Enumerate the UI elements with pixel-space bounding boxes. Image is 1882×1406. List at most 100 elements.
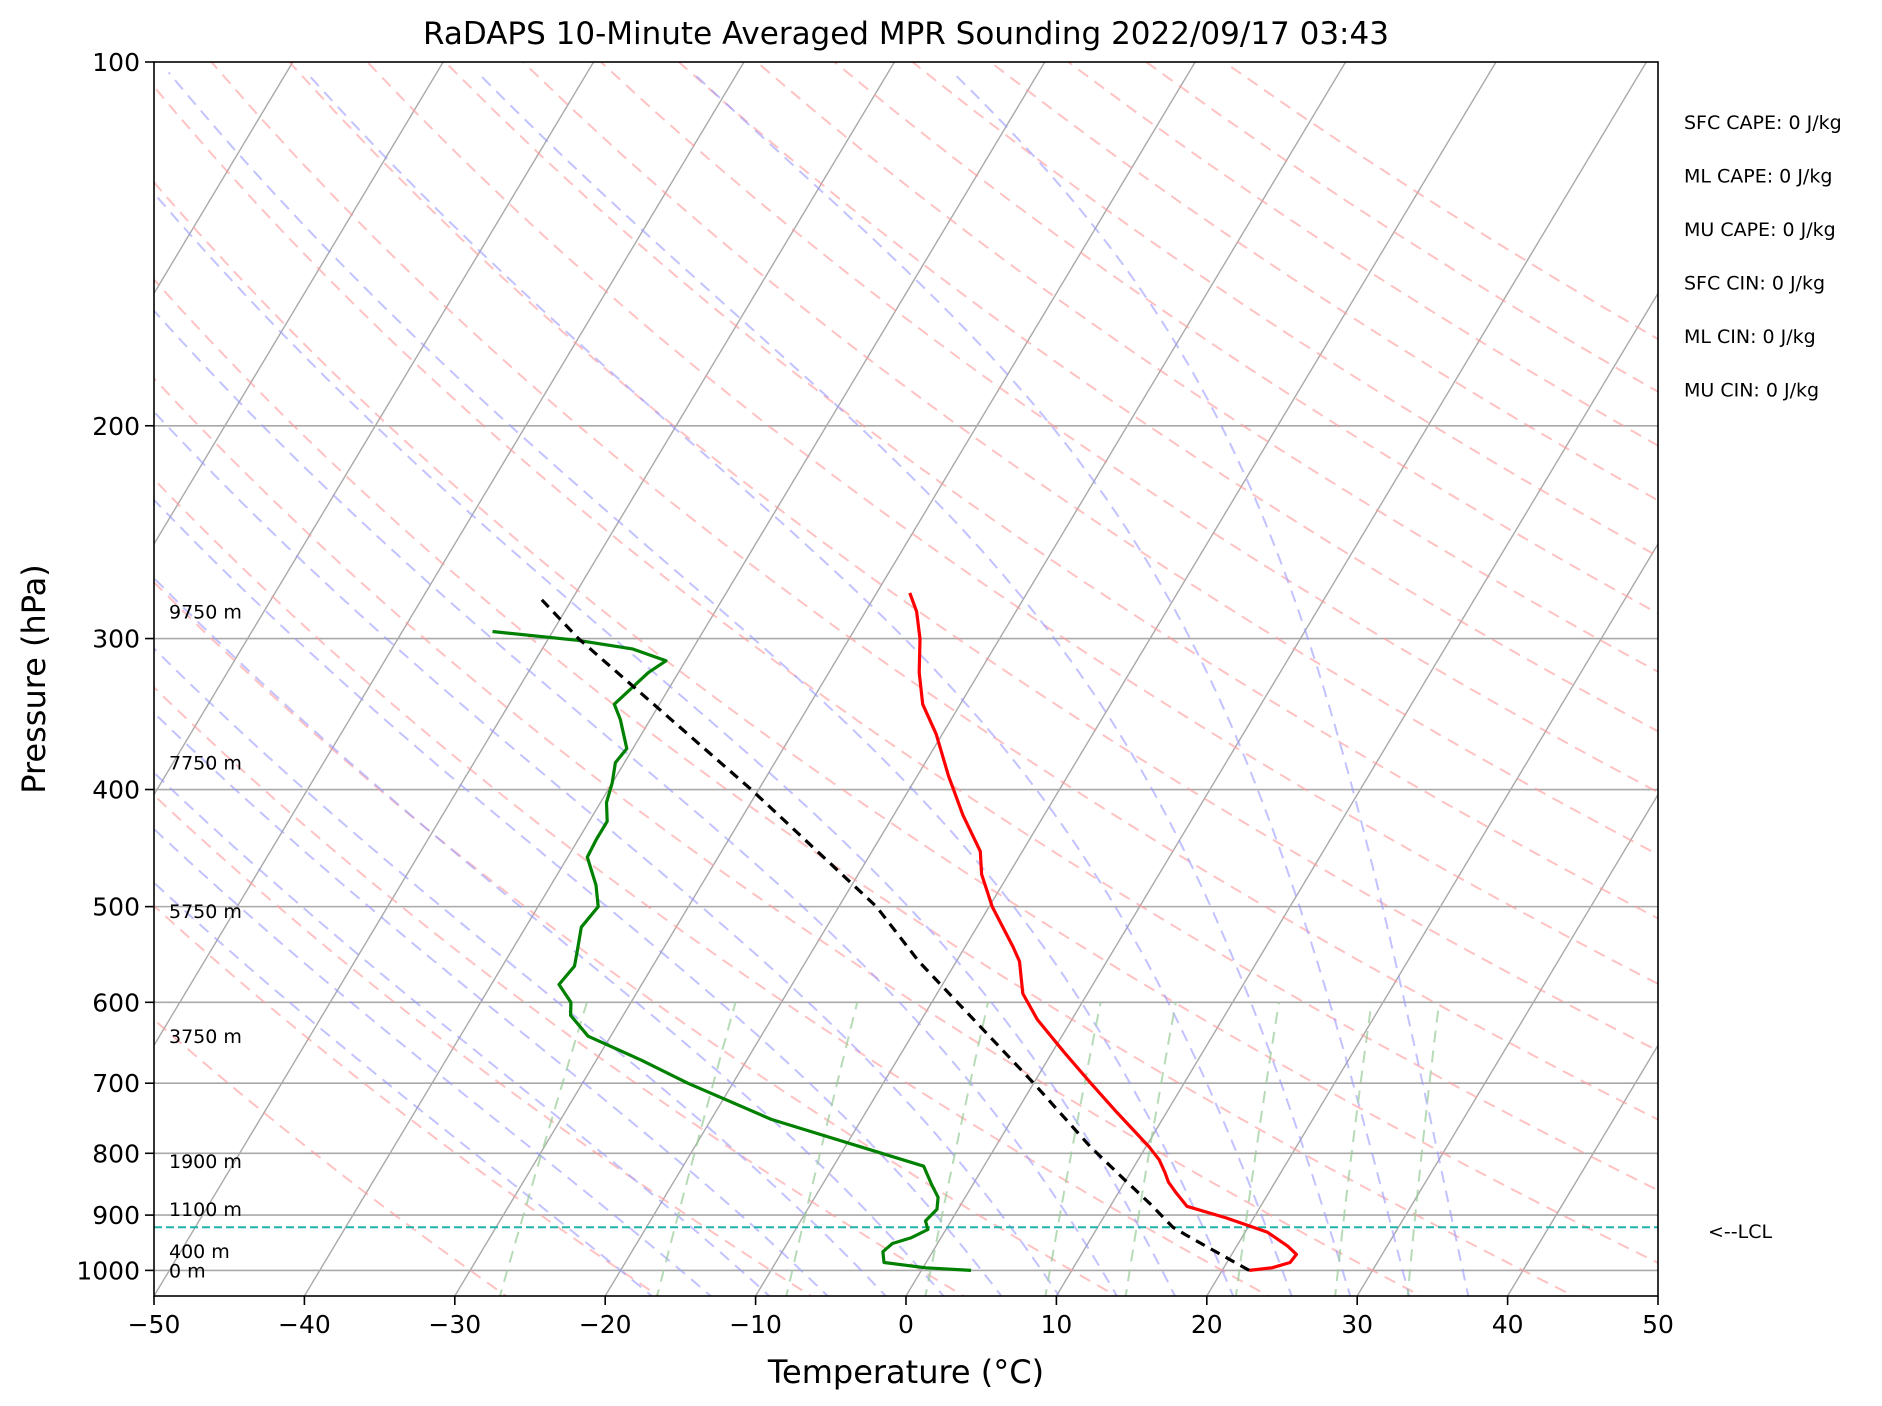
- y-tick-label: 1000: [76, 1256, 140, 1285]
- height-label: 5750 m: [169, 901, 242, 923]
- y-tick-label: 200: [92, 412, 140, 441]
- moist-adiabat-line: [154, 498, 1003, 1296]
- dry-adiabat-line: [154, 85, 1658, 1192]
- background-lines: [154, 62, 1882, 1296]
- stability-index-label: SFC CIN: 0 J/kg: [1684, 273, 1825, 295]
- mixing-ratio-line: [498, 1002, 588, 1296]
- isotherm-line: [1055, 291, 1658, 1296]
- dry-adiabat-line: [154, 376, 1424, 1296]
- moist-adiabat-line: [154, 576, 945, 1296]
- x-tick-label: 10: [1040, 1310, 1072, 1339]
- dry-adiabat-line: [522, 62, 1658, 856]
- y-tick-label: 700: [92, 1069, 140, 1098]
- y-tick-label: 900: [92, 1201, 140, 1230]
- dry-adiabat-line: [1145, 62, 1658, 393]
- moist-adiabat-line: [167, 71, 1235, 1296]
- lcl-label: <--LCL: [1708, 1221, 1772, 1243]
- isotherm-line: [1657, 1294, 1658, 1296]
- isotherm-line: [303, 62, 1046, 1296]
- mixing-ratio-line: [1124, 1002, 1177, 1296]
- dry-adiabat-line: [678, 62, 1658, 733]
- isotherm-line: [754, 62, 1497, 1296]
- height-label: 9750 m: [169, 602, 242, 624]
- mixing-ratio-line: [1334, 1002, 1373, 1296]
- dry-adiabat-line: [154, 580, 1119, 1296]
- profile-lines: [492, 592, 1298, 1272]
- x-tick-label: 30: [1341, 1310, 1373, 1339]
- stability-index-label: MU CIN: 0 J/kg: [1684, 380, 1819, 402]
- x-tick-label: −20: [579, 1310, 632, 1339]
- dry-adiabat-line: [756, 62, 1658, 673]
- dry-adiabat-line: [154, 477, 1271, 1296]
- height-label: 3750 m: [169, 1026, 242, 1048]
- moist-adiabat-line: [691, 71, 1411, 1296]
- isotherm-line: [454, 62, 1196, 1296]
- dry-adiabat-line: [210, 62, 1658, 1121]
- isotherm-line: [154, 62, 444, 546]
- isotherm-line: [1356, 793, 1658, 1296]
- dry-adiabat-line: [154, 1018, 508, 1296]
- plot-frame: [153, 61, 1659, 1297]
- y-tick-label: 300: [92, 625, 140, 654]
- dry-adiabat-line: [1067, 62, 1658, 447]
- y-tick-label: 400: [92, 776, 140, 805]
- dry-adiabat-line: [154, 180, 1658, 1264]
- chart-title: RaDAPS 10-Minute Averaged MPR Sounding 2…: [423, 16, 1389, 52]
- isotherm-line: [1506, 1043, 1658, 1296]
- axis-ticks: −50 −40 −30 −20 −10 0 10 20 30 40 50 100 200 300 400 50…: [76, 48, 1674, 1339]
- isotherm-line: [1206, 542, 1658, 1296]
- moist-adiabat-line: [154, 771, 771, 1296]
- dry-adiabat-line: [154, 278, 1576, 1296]
- isotherm-line: [604, 62, 1347, 1296]
- mixing-ratio-line: [1044, 1002, 1102, 1296]
- isotherm-line: [154, 62, 745, 1047]
- x-tick-label: −10: [729, 1310, 782, 1339]
- height-label: 7750 m: [169, 753, 242, 775]
- mixing-ratio-line: [1234, 1002, 1280, 1296]
- y-tick-label: 500: [92, 893, 140, 922]
- isotherm-line: [1808, 62, 1882, 1296]
- height-label: 1900 m: [169, 1151, 242, 1173]
- parcel-profile-line: [535, 593, 1250, 1272]
- y-axis-label: Pressure (hPa): [15, 564, 53, 794]
- moist-adiabat-line: [154, 881, 654, 1296]
- moist-adiabat-line: [154, 827, 713, 1296]
- stability-index-label: SFC CAPE: 0 J/kg: [1684, 112, 1842, 134]
- x-tick-label: 50: [1642, 1310, 1674, 1339]
- dry-adiabat-line: [154, 793, 814, 1296]
- moist-adiabat-line: [154, 410, 1061, 1296]
- stability-index-label: ML CAPE: 0 J/kg: [1684, 166, 1832, 188]
- height-label: 0 m: [169, 1260, 206, 1282]
- mixing-ratio-line: [924, 1002, 989, 1296]
- moist-adiabat-line: [952, 71, 1470, 1296]
- y-tick-label: 600: [92, 988, 140, 1017]
- x-tick-label: 40: [1492, 1310, 1524, 1339]
- mixing-ratio-line: [785, 1002, 859, 1296]
- temperature-profile-line: [908, 592, 1298, 1272]
- dry-adiabat-line: [833, 62, 1658, 615]
- isotherm-line: [154, 62, 896, 1296]
- x-tick-label: −30: [428, 1310, 481, 1339]
- dry-adiabat-line: [154, 686, 966, 1296]
- stability-index-label: ML CIN: 0 J/kg: [1684, 326, 1816, 348]
- x-axis-label: Temperature (°C): [767, 1353, 1044, 1391]
- moist-adiabat-line: [154, 309, 1119, 1296]
- isotherm-line: [905, 62, 1648, 1296]
- dry-adiabat-line: [366, 62, 1658, 985]
- y-tick-label: 100: [92, 48, 140, 77]
- x-tick-label: −50: [128, 1310, 181, 1339]
- moist-adiabat-line: [154, 191, 1177, 1296]
- isotherm-line: [154, 62, 294, 295]
- height-label: 1100 m: [169, 1199, 242, 1221]
- x-tick-label: 20: [1191, 1310, 1223, 1339]
- moist-adiabat-line: [305, 71, 1293, 1296]
- dry-adiabat-line: [911, 62, 1658, 558]
- mixing-ratio-line: [1406, 1002, 1441, 1296]
- x-tick-label: 0: [898, 1310, 914, 1339]
- dry-adiabat-line: [600, 62, 1658, 794]
- moist-adiabat-line: [154, 711, 830, 1296]
- dry-adiabat-line: [1223, 62, 1658, 341]
- moist-adiabat-line: [476, 71, 1352, 1296]
